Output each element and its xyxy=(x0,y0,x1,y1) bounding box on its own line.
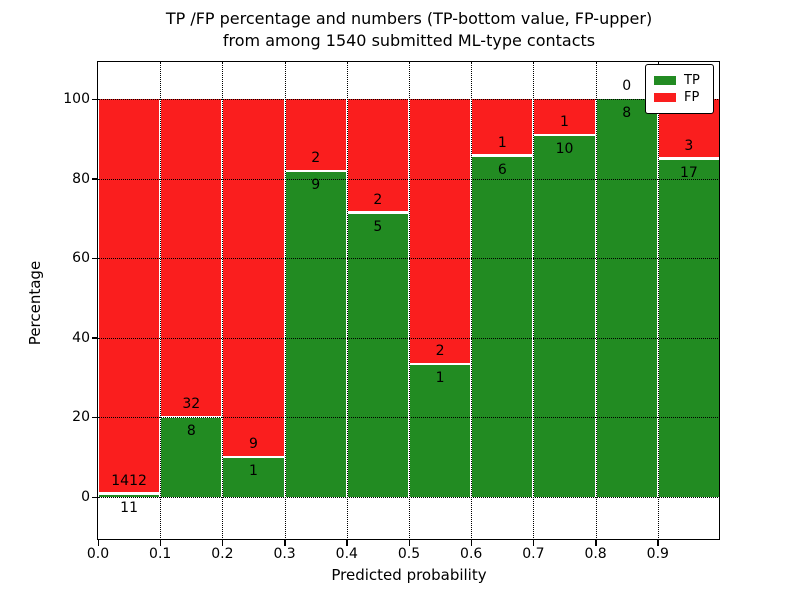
tp-bar-segment xyxy=(410,365,471,497)
x-tick-mark xyxy=(284,540,286,546)
horizontal-gridline xyxy=(98,178,720,180)
fp-count-label: 32 xyxy=(182,396,201,413)
tp-bar-segment xyxy=(223,458,284,497)
chart-title-line2: from among 1540 submitted ML-type contac… xyxy=(222,31,596,50)
x-tick-label: 0.0 xyxy=(86,546,110,562)
tp-count-label: 17 xyxy=(679,164,698,181)
tp-count-label: 1 xyxy=(249,463,258,480)
x-tick-label: 0.1 xyxy=(149,546,172,562)
vertical-gridline xyxy=(409,62,410,540)
x-tick-mark xyxy=(346,540,348,546)
legend-label-tp: TP xyxy=(684,73,700,88)
y-tick-label: 60 xyxy=(72,250,90,267)
x-tick-label: 0.9 xyxy=(646,546,669,562)
y-tick-mark xyxy=(92,337,98,339)
x-tick-label: 0.7 xyxy=(522,546,545,562)
x-tick-mark xyxy=(657,540,659,546)
horizontal-gridline xyxy=(98,497,720,498)
tp-bar-segment xyxy=(472,156,533,497)
y-tick-label: 100 xyxy=(63,91,90,107)
fp-count-label: 0 xyxy=(622,78,632,94)
tp-count-label: 6 xyxy=(497,161,507,178)
chart-title-line1: TP /FP percentage and numbers (TP-bottom… xyxy=(165,9,653,28)
vertical-gridline xyxy=(346,62,348,540)
tp-bar-segment xyxy=(658,159,719,497)
vertical-gridline xyxy=(657,62,659,540)
x-tick-mark xyxy=(408,540,410,546)
y-tick-label: 20 xyxy=(72,409,90,426)
tp-count-label: 5 xyxy=(373,218,383,235)
tp-count-label: 8 xyxy=(622,105,632,121)
x-tick-mark xyxy=(97,540,99,546)
fp-bar-segment xyxy=(534,99,595,134)
tp-bar-segment xyxy=(285,172,346,497)
y-tick-mark xyxy=(92,416,98,419)
tp-count-label: 9 xyxy=(311,177,321,194)
fp-bar-segment xyxy=(347,99,408,212)
fp-count-label: 2 xyxy=(373,191,383,208)
y-tick-label: 40 xyxy=(72,329,90,346)
tp-bar-segment xyxy=(596,99,657,497)
vertical-gridline xyxy=(471,62,473,540)
x-tick-label: 0.8 xyxy=(584,546,607,562)
y-tick-mark xyxy=(92,98,98,100)
fp-count-label: 3 xyxy=(684,137,694,154)
x-tick-label: 0.5 xyxy=(397,546,421,562)
fp-bar-segment xyxy=(285,99,346,170)
fp-color-swatch xyxy=(654,93,676,102)
tp-count-label: 8 xyxy=(186,423,196,440)
y-tick-mark xyxy=(92,178,98,180)
horizontal-gridline xyxy=(98,417,720,419)
fp-bar-segment xyxy=(99,99,160,493)
fp-count-label: 9 xyxy=(249,436,258,453)
x-tick-label: 0.3 xyxy=(273,546,296,562)
legend: TP FP xyxy=(645,64,714,114)
fp-bar-segment xyxy=(161,99,222,416)
vertical-gridline xyxy=(160,62,162,540)
x-tick-mark xyxy=(159,540,162,546)
tp-count-label: 10 xyxy=(555,141,574,158)
legend-item-fp: FP xyxy=(654,90,705,105)
vertical-gridline xyxy=(284,62,286,540)
fp-count-label: 1 xyxy=(560,114,569,131)
x-tick-label: 0.2 xyxy=(211,546,234,562)
x-tick-mark xyxy=(532,540,535,546)
tp-count-label: 11 xyxy=(120,499,138,516)
vertical-gridline xyxy=(222,62,224,540)
x-axis-label: Predicted probability xyxy=(331,566,487,584)
tp-bar-segment xyxy=(347,213,408,497)
horizontal-gridline xyxy=(98,258,720,260)
x-tick-mark xyxy=(595,540,597,546)
x-tick-mark xyxy=(221,540,224,546)
x-tick-label: 0.6 xyxy=(460,546,483,562)
fp-count-label: 1 xyxy=(497,134,507,151)
fp-count-label: 2 xyxy=(311,150,321,167)
legend-item-tp: TP xyxy=(654,73,705,88)
fp-bar-segment xyxy=(472,99,533,155)
vertical-gridline xyxy=(595,62,597,540)
tp-color-swatch xyxy=(654,76,676,85)
tp-bar-segment xyxy=(161,418,222,497)
legend-label-fp: FP xyxy=(684,90,700,105)
x-tick-mark xyxy=(470,540,473,546)
chart-title: TP /FP percentage and numbers (TP-bottom… xyxy=(98,8,720,52)
y-tick-mark xyxy=(92,257,98,260)
fp-count-label: 1412 xyxy=(111,472,147,489)
fp-bar-segment xyxy=(410,99,471,363)
x-tick-label: 0.4 xyxy=(335,546,358,562)
vertical-gridline xyxy=(533,62,535,540)
y-tick-label: 80 xyxy=(72,170,90,187)
y-tick-mark xyxy=(92,496,98,498)
fp-count-label: 2 xyxy=(435,343,445,360)
y-tick-label: 0 xyxy=(81,489,90,505)
horizontal-gridline xyxy=(98,99,720,100)
tp-count-label: 1 xyxy=(435,370,445,387)
tp-bar-segment xyxy=(99,494,160,497)
fp-bar-segment xyxy=(223,99,284,456)
horizontal-gridline xyxy=(98,337,720,339)
tp-bar-segment xyxy=(534,136,595,497)
